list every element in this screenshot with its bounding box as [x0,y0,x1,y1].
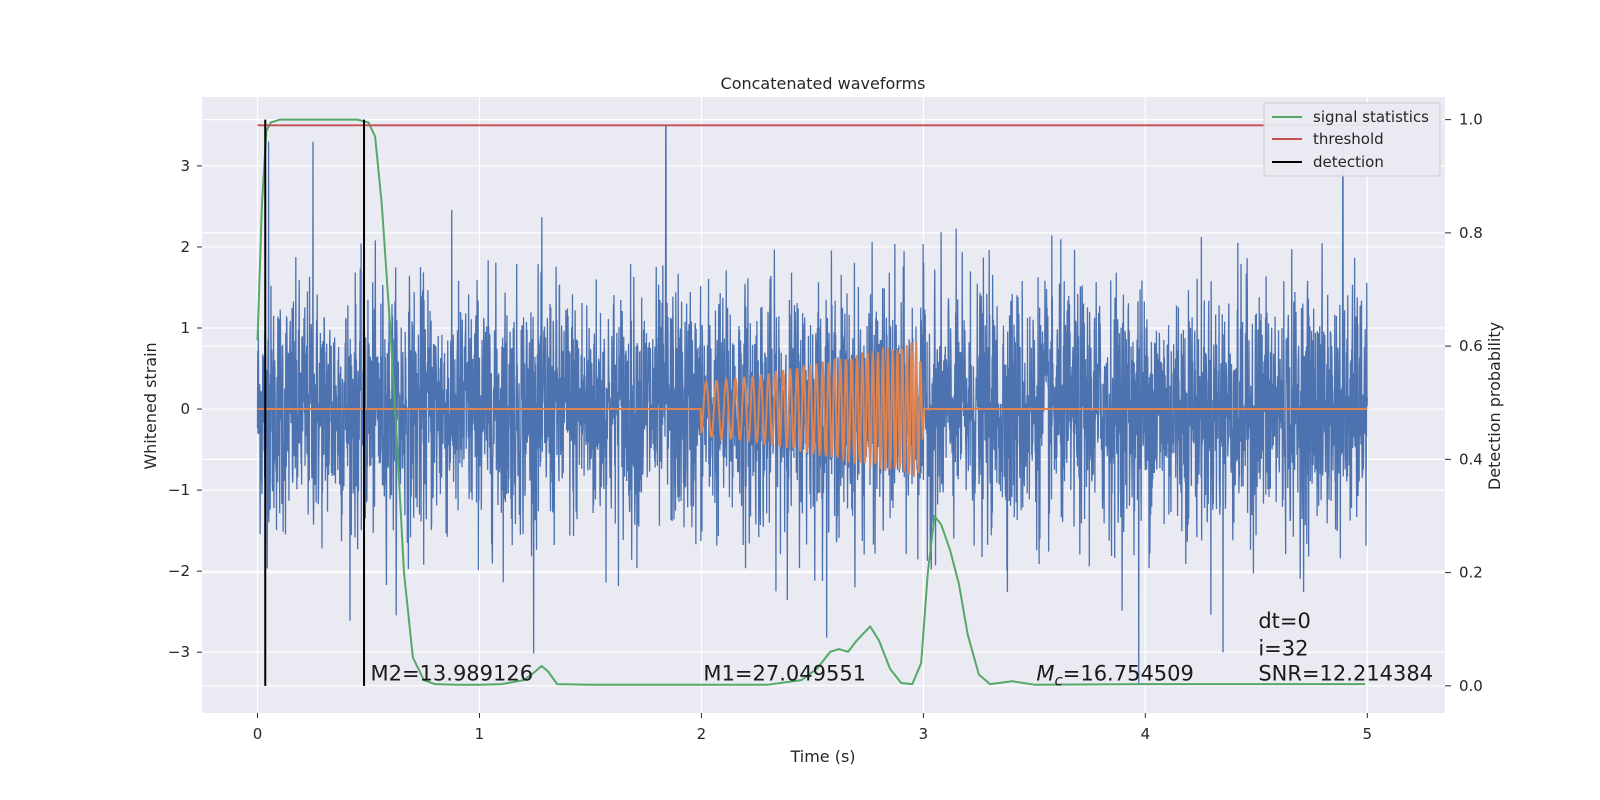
legend-label-threshold: threshold [1313,130,1384,148]
y-tick-label-4: 1 [180,319,190,337]
y-tick-label-2: −1 [168,481,190,499]
y-axis-title: Whitened strain [141,342,160,469]
signal-statistics-line [256,118,1366,686]
y-tick-label-6: 3 [180,157,190,175]
legend-label-signal-statistics: signal statistics [1313,108,1429,126]
y2-tick-label-5: 1.0 [1459,111,1483,129]
y-tick-label-5: 2 [180,238,190,256]
x-axis-title: Time (s) [789,747,855,766]
y-tick-label-1: −2 [168,562,190,580]
x-tick-label-4: 4 [1141,725,1151,743]
chart-title: Concatenated waveforms [721,74,926,93]
annotation-3: dt=0 [1258,609,1311,633]
y-tick-label-3: 0 [180,400,190,418]
x-tick-label-5: 5 [1363,725,1373,743]
annotation-5: SNR=12.214384 [1258,662,1433,686]
plot-area [256,118,1368,686]
y2-tick-label-4: 0.8 [1459,224,1483,242]
y2-tick-label-1: 0.2 [1459,564,1483,582]
annotation-0: M2=13.989126 [370,662,533,686]
annotation-1: M1=27.049551 [703,662,866,686]
injected-waveform-line [257,341,1368,477]
annotation-4: i=32 [1258,636,1308,660]
legend-box [1263,102,1441,177]
x-tick-label-0: 0 [253,725,263,743]
y2-tick-label-0: 0.0 [1459,677,1483,695]
x-tick-label-2: 2 [697,725,707,743]
legend: signal statistics threshold detection [1263,102,1441,177]
axes: 0 1 2 3 4 5 −3 −2 −1 0 1 2 3 0.0 0.2 0.4 0.6 0.8 1.0 [168,111,1483,743]
y2-tick-label-2: 0.4 [1459,450,1483,468]
y-tick-label-0: −3 [168,643,190,661]
x-tick-label-3: 3 [919,725,929,743]
y2-axis-title: Detection probability [1485,322,1504,490]
y2-tick-label-3: 0.6 [1459,337,1483,355]
legend-label-detection: detection [1313,153,1384,171]
annotation-2: Mc=16.754509 [1036,662,1194,690]
x-tick-label-1: 1 [475,725,485,743]
annotations: M2=13.989126 M1=27.049551 Mc=16.754509 dt=0… [370,609,1433,690]
